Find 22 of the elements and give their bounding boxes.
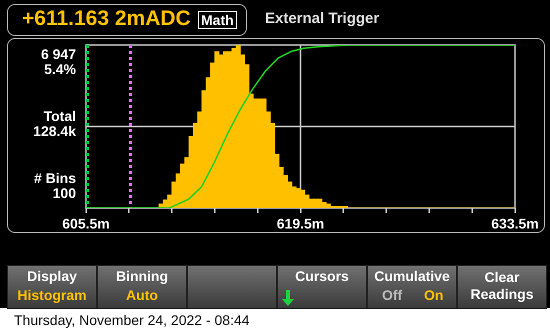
x-tick-label: 619.5m xyxy=(276,215,324,232)
text: 5.4% xyxy=(44,61,76,77)
text: Clear Readings xyxy=(469,269,534,303)
text: Histogram xyxy=(16,287,88,303)
x-tick-label: 633.5m xyxy=(491,215,539,232)
text: # Bins xyxy=(34,170,76,186)
text: Cursors xyxy=(294,268,350,284)
text: Cumulative xyxy=(373,268,451,284)
x-tick-label: 605.5m xyxy=(62,215,110,232)
text: Display xyxy=(26,268,78,284)
text: 6 947 xyxy=(40,46,76,62)
chart-title: +611.163 2mADC xyxy=(22,7,191,31)
text: Math xyxy=(198,11,237,29)
text: Off xyxy=(382,287,402,303)
text: Total xyxy=(44,108,76,124)
text: Auto xyxy=(125,287,159,303)
text: On xyxy=(424,287,444,303)
text: Thursday, November 24, 2022 - 08:44 xyxy=(14,312,250,328)
text: Binning xyxy=(114,268,170,284)
text: 128.4k xyxy=(33,123,76,139)
text: 100 xyxy=(52,185,76,201)
chart-subtitle: External Trigger xyxy=(265,10,380,27)
